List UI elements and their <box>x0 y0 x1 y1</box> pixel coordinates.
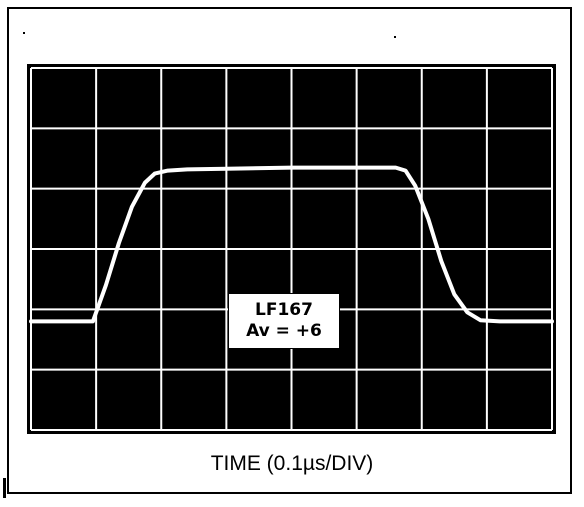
oscilloscope-screen <box>27 64 556 434</box>
scan-speck <box>394 36 396 38</box>
oscilloscope-plot <box>29 67 554 431</box>
trace-annotation: LF167 Av = +6 <box>228 293 340 349</box>
annotation-gain: Av = +6 <box>246 321 322 341</box>
scan-speck <box>23 32 25 34</box>
annotation-part-number: LF167 <box>255 300 313 320</box>
waveform-trace <box>29 165 554 324</box>
x-axis-label: TIME (0.1µs/DIV) <box>210 452 374 475</box>
margin-mark <box>3 478 6 498</box>
